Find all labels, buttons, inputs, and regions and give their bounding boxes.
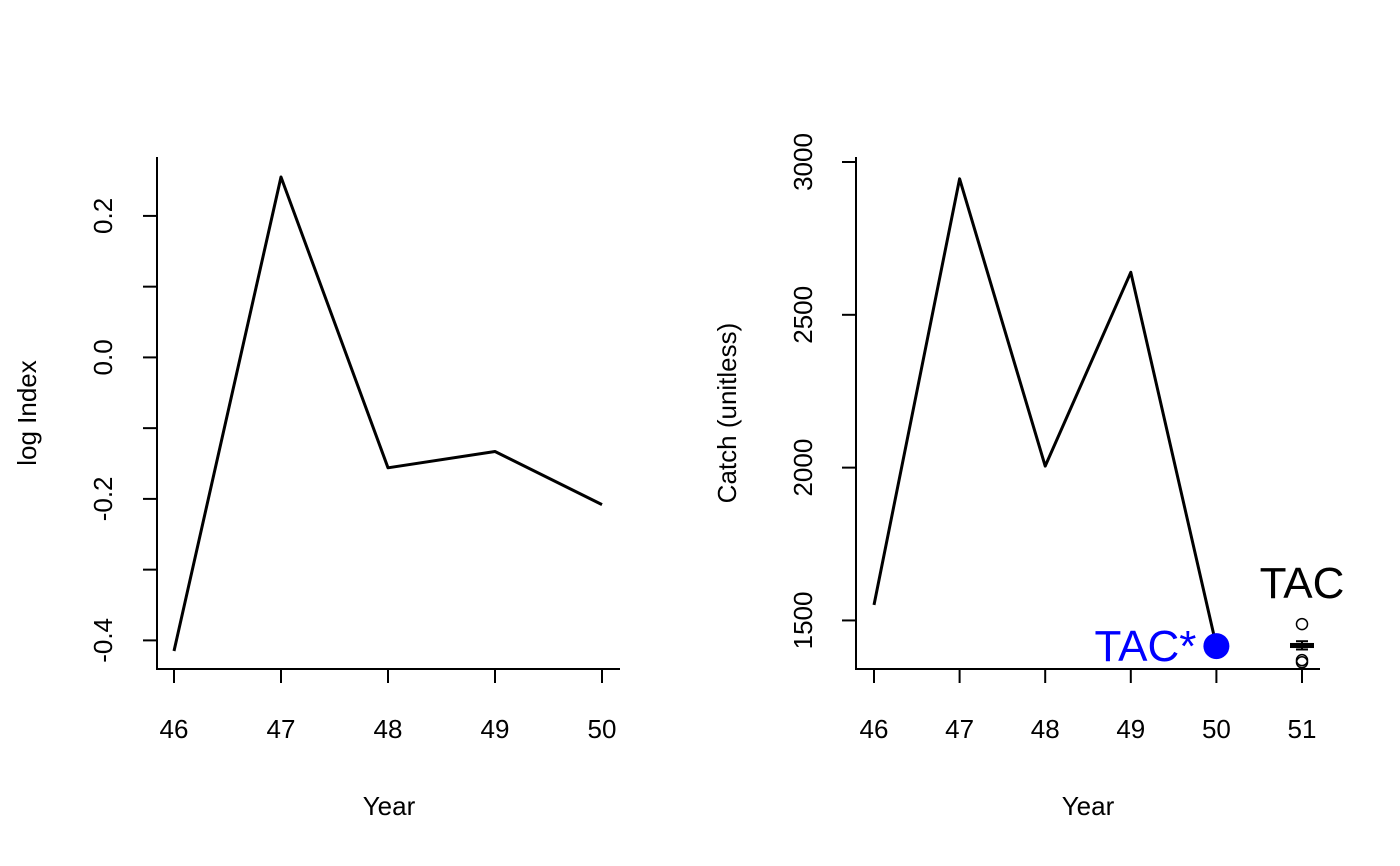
- y-ticks: 1500 2000 2500 3000: [788, 133, 856, 649]
- x-tick-label: 51: [1288, 714, 1317, 744]
- y-ticks: -0.4 -0.2 0.0 0.2: [88, 198, 157, 663]
- x-tick-label: 47: [267, 714, 296, 744]
- x-tick-label: 47: [945, 714, 974, 744]
- y-axis: [156, 157, 620, 670]
- x-ticks: 46 47 48 49 50 51: [860, 669, 1317, 744]
- x-tick-label: 46: [160, 714, 189, 744]
- y-axis-title: Catch (unitless): [712, 323, 742, 504]
- outlier-point: [1295, 653, 1309, 667]
- y-tick-label: 3000: [788, 133, 818, 191]
- y-axis-title: log Index: [12, 360, 42, 466]
- series-line: [172, 175, 603, 652]
- x-axis-title: Year: [1062, 791, 1115, 821]
- x-axis-title: Year: [363, 791, 416, 821]
- y-tick-label: -0.4: [88, 618, 118, 663]
- outlier-point: [1295, 617, 1309, 631]
- x-tick-label: 48: [1031, 714, 1060, 744]
- x-ticks: 46 47 48 49 50: [160, 669, 617, 744]
- x-tick-label: 49: [1116, 714, 1145, 744]
- catch-panel: 46 47 48 49 50 51 1500 2000 2500 3000 Year Catch…: [712, 133, 1344, 821]
- y-tick-label: 0.0: [88, 339, 118, 375]
- series-line: [872, 177, 1218, 647]
- tac-label: TAC: [1260, 559, 1345, 608]
- y-tick-label: 1500: [788, 592, 818, 650]
- x-tick-label: 50: [588, 714, 617, 744]
- y-tick-label: -0.2: [88, 476, 118, 521]
- y-tick-label: 2000: [788, 439, 818, 497]
- tac-boxplot: [1290, 617, 1314, 669]
- y-tick-label: 2500: [788, 286, 818, 344]
- tac-star-label: TAC*: [1095, 622, 1197, 671]
- y-axis: [855, 157, 1320, 670]
- log-index-panel: 46 47 48 49 50 -0.4 -0.2 0.0 0.2 Year log Index: [12, 157, 620, 821]
- x-tick-label: 49: [481, 714, 510, 744]
- y-tick-label: 0.2: [88, 198, 118, 234]
- tac-star-point: [1203, 633, 1230, 660]
- x-tick-label: 48: [374, 714, 403, 744]
- x-tick-label: 50: [1202, 714, 1231, 744]
- x-tick-label: 46: [860, 714, 889, 744]
